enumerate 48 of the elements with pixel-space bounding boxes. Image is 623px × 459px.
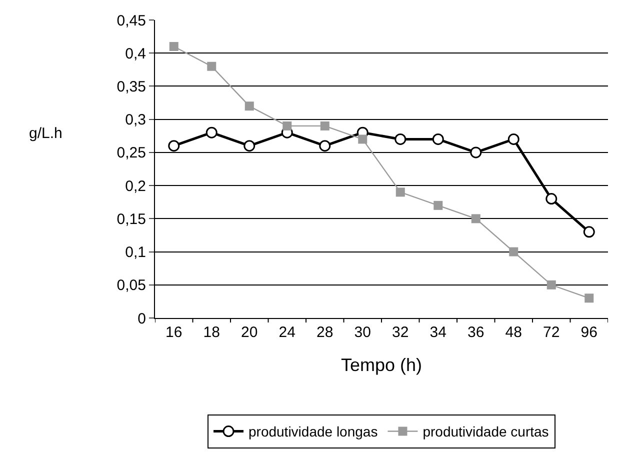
point <box>319 140 331 152</box>
point <box>396 188 405 197</box>
point <box>394 133 406 145</box>
y-tick-label: 0 <box>138 310 146 328</box>
x-tick-label: 16 <box>166 324 182 341</box>
point <box>546 280 556 290</box>
y-tick-label: 0,15 <box>116 210 146 228</box>
point <box>244 140 256 152</box>
x-tick-label: 32 <box>392 324 409 341</box>
x-tick-label: 72 <box>543 324 560 341</box>
x-tick-label: 34 <box>430 324 446 341</box>
x-tick-label: 28 <box>316 324 334 341</box>
point <box>584 294 594 303</box>
point <box>432 133 444 145</box>
x-tick-label: 48 <box>505 324 522 341</box>
point <box>470 146 482 158</box>
x-tick-label: 20 <box>241 324 258 341</box>
point <box>206 126 218 138</box>
point <box>207 62 216 71</box>
point <box>320 121 330 130</box>
point <box>546 193 558 205</box>
y-tick-label: 0,25 <box>116 144 146 162</box>
y-tick-label: 0,35 <box>116 78 146 96</box>
point <box>434 200 443 210</box>
x-axis-title: Tempo (h) <box>340 355 422 376</box>
y-tick-label: 0,3 <box>125 112 146 129</box>
point <box>168 140 180 152</box>
y-tick-label: 0,05 <box>116 277 146 294</box>
y-axis-title: g/L.h <box>29 125 62 142</box>
x-tick-label: 18 <box>203 324 220 341</box>
point <box>471 214 480 224</box>
y-tick-label: 0,45 <box>116 12 146 30</box>
x-tick-label: 30 <box>354 324 371 341</box>
x-tick-label: 36 <box>468 324 484 341</box>
point <box>509 247 518 256</box>
y-tick-label: 0,4 <box>125 45 146 62</box>
y-tick-label: 0,1 <box>125 244 146 262</box>
point <box>358 134 368 144</box>
point <box>282 121 292 130</box>
legend-label: produtividade longas <box>248 424 378 440</box>
legend-label: produtividade curtas <box>422 424 549 440</box>
point <box>583 226 595 238</box>
point <box>508 133 520 145</box>
point <box>244 102 254 111</box>
point <box>169 42 178 51</box>
x-tick-label: 96 <box>580 324 598 341</box>
x-tick-label: 24 <box>278 324 296 341</box>
y-tick-label: 0,2 <box>125 178 146 195</box>
